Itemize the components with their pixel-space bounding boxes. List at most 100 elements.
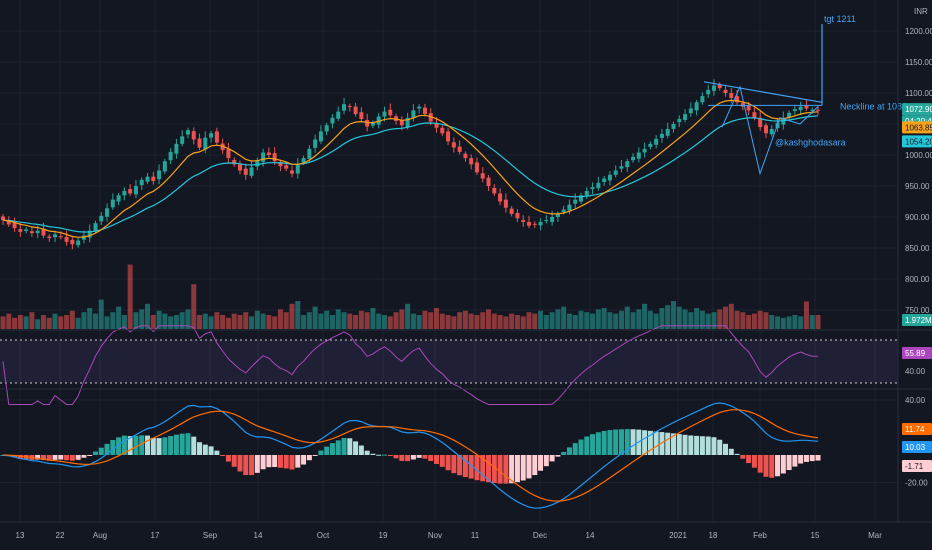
volume-bar	[780, 317, 786, 329]
macd-histogram-bar	[647, 430, 653, 455]
value-badge-text: 1054.20	[905, 137, 932, 146]
macd-histogram-bar	[509, 455, 515, 484]
candle-body	[388, 109, 393, 116]
time-ticks: 13 22 Aug 17 Sep 14 Oct 19 Nov 11 Dec 14 2021 18 Feb 15…	[16, 531, 883, 540]
candle-body	[434, 123, 439, 128]
volume-bar	[104, 316, 110, 329]
candle-body	[804, 105, 809, 109]
candle-body	[607, 174, 612, 181]
macd-histogram-bar	[422, 455, 428, 459]
volume-bar	[370, 308, 376, 329]
macd-tick-label: -20.00	[905, 479, 928, 488]
candle-body	[399, 119, 404, 126]
candle-body	[579, 195, 584, 202]
price-pane[interactable]: tgt 1211 Neckline at 1080 @kashghodasara	[0, 14, 908, 329]
macd-histogram-bar	[578, 439, 584, 455]
volume-bar	[208, 316, 214, 329]
candle-body	[711, 85, 716, 91]
macd-histogram-bar	[595, 432, 601, 455]
volume-bar	[457, 312, 463, 329]
macd-pane[interactable]	[0, 402, 821, 509]
volume-bar	[624, 306, 630, 329]
macd-histogram-bar	[462, 455, 468, 478]
macd-histogram-bar	[295, 455, 301, 468]
macd-histogram-bar	[665, 432, 671, 455]
volume-bar	[46, 317, 52, 329]
volume-bar	[277, 309, 283, 329]
candle-body	[162, 161, 167, 172]
time-tick-label: 15	[811, 531, 820, 540]
macd-histogram-bar	[532, 455, 538, 476]
volume-bar	[676, 306, 682, 329]
volume-bar	[428, 312, 434, 329]
volume-bar	[480, 312, 486, 329]
volume-bar	[439, 313, 445, 329]
macd-histogram-bar	[243, 455, 249, 476]
macd-histogram-bar	[601, 430, 607, 455]
volume-bar	[653, 313, 659, 329]
neckline-annotation: Neckline at 1080	[840, 101, 907, 111]
macd-histogram-bar	[711, 437, 717, 455]
volume-bar	[150, 315, 156, 329]
time-tick-label: 17	[151, 531, 160, 540]
rsi-pane[interactable]	[0, 325, 898, 405]
volume-bar	[590, 313, 596, 329]
candle-body	[53, 234, 58, 238]
volume-bar	[387, 316, 393, 329]
candle-body	[266, 152, 271, 155]
volume-bar	[249, 316, 255, 329]
volume-bar	[809, 315, 815, 329]
macd-histogram-bar	[694, 435, 700, 455]
candle-body	[503, 199, 508, 208]
target-annotation: tgt 1211	[824, 14, 856, 24]
candle-body	[613, 170, 618, 175]
volume-bar	[566, 313, 572, 329]
candle-body	[376, 116, 381, 125]
price-tick-label: 1150.00	[905, 58, 932, 67]
macd-histogram-bar	[543, 455, 549, 467]
candle-body	[735, 96, 740, 103]
volume-bar	[670, 301, 676, 329]
macd-histogram-bar	[630, 429, 636, 455]
time-scale[interactable]: 13 22 Aug 17 Sep 14 Oct 19 Nov 11 Dec 14 2021 18 Feb 15…	[0, 521, 932, 540]
candle-body	[596, 182, 601, 189]
macd-histogram-bar	[162, 437, 168, 455]
macd-histogram-bar	[289, 455, 295, 470]
candle-body	[763, 125, 768, 134]
volume-bar	[98, 299, 104, 329]
candle-body	[99, 215, 104, 222]
candle-body	[619, 166, 624, 169]
volume-bar	[451, 316, 457, 329]
macd-histogram-bar	[370, 453, 376, 455]
macd-histogram-bar	[434, 455, 440, 464]
candle-body	[151, 176, 156, 182]
macd-histogram-bar	[81, 455, 87, 458]
macd-histogram-bar	[220, 455, 226, 456]
volume-bar	[29, 312, 35, 329]
macd-histogram-bar	[150, 437, 156, 455]
candle-body	[76, 240, 81, 246]
macd-histogram-bar	[225, 455, 231, 462]
price-tick-label: 750.00	[905, 306, 930, 315]
rsi-line	[2, 325, 819, 405]
macd-histogram-bar	[734, 453, 740, 455]
candle-body	[654, 138, 659, 145]
value-badge-text: 1.972M	[905, 316, 932, 325]
volume-bar	[751, 313, 757, 329]
volume-bar	[312, 306, 318, 329]
macd-histogram-bar	[12, 455, 18, 458]
candle-body	[440, 127, 445, 134]
candle-body	[29, 231, 34, 234]
macd-histogram-bar	[399, 455, 405, 461]
macd-histogram-bar	[514, 455, 520, 483]
price-scale[interactable]: INR 750.00 800.00 850.00 900.00 950.00 1000.0…	[897, 0, 932, 522]
value-badge-text: 55.89	[905, 349, 926, 358]
volume-bar	[52, 313, 58, 329]
macd-histogram-bar	[526, 455, 532, 479]
candle-body	[365, 119, 370, 127]
signal-line	[2, 409, 819, 502]
macd-histogram-bar	[116, 437, 122, 455]
volume-bar	[110, 312, 116, 329]
candle-body	[451, 142, 456, 148]
